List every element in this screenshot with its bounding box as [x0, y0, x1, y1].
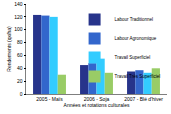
svg-text:Années et rotations culturales: Années et rotations culturales [64, 102, 130, 108]
svg-text:Labour Agronomique: Labour Agronomique [115, 36, 157, 41]
svg-text:60: 60 [17, 52, 23, 58]
svg-text:Labour Traditionnel: Labour Traditionnel [115, 17, 154, 22]
svg-text:Travail Très Superficiel: Travail Très Superficiel [115, 74, 161, 79]
svg-text:140: 140 [14, 1, 23, 7]
svg-text:40: 40 [17, 65, 23, 71]
svg-text:80: 80 [17, 39, 23, 45]
svg-text:Travail Superficiel: Travail Superficiel [115, 55, 151, 60]
svg-text:100: 100 [14, 26, 23, 32]
svg-text:20: 20 [17, 78, 23, 84]
svg-text:0: 0 [20, 91, 23, 97]
svg-text:2005 - Maïs: 2005 - Maïs [36, 96, 63, 102]
svg-text:2007 - Blé d'hiver: 2007 - Blé d'hiver [124, 96, 163, 102]
svg-text:2006 - Soja: 2006 - Soja [84, 96, 110, 102]
svg-text:120: 120 [14, 14, 23, 20]
svg-text:Rendements (qx/ha): Rendements (qx/ha) [6, 26, 12, 72]
